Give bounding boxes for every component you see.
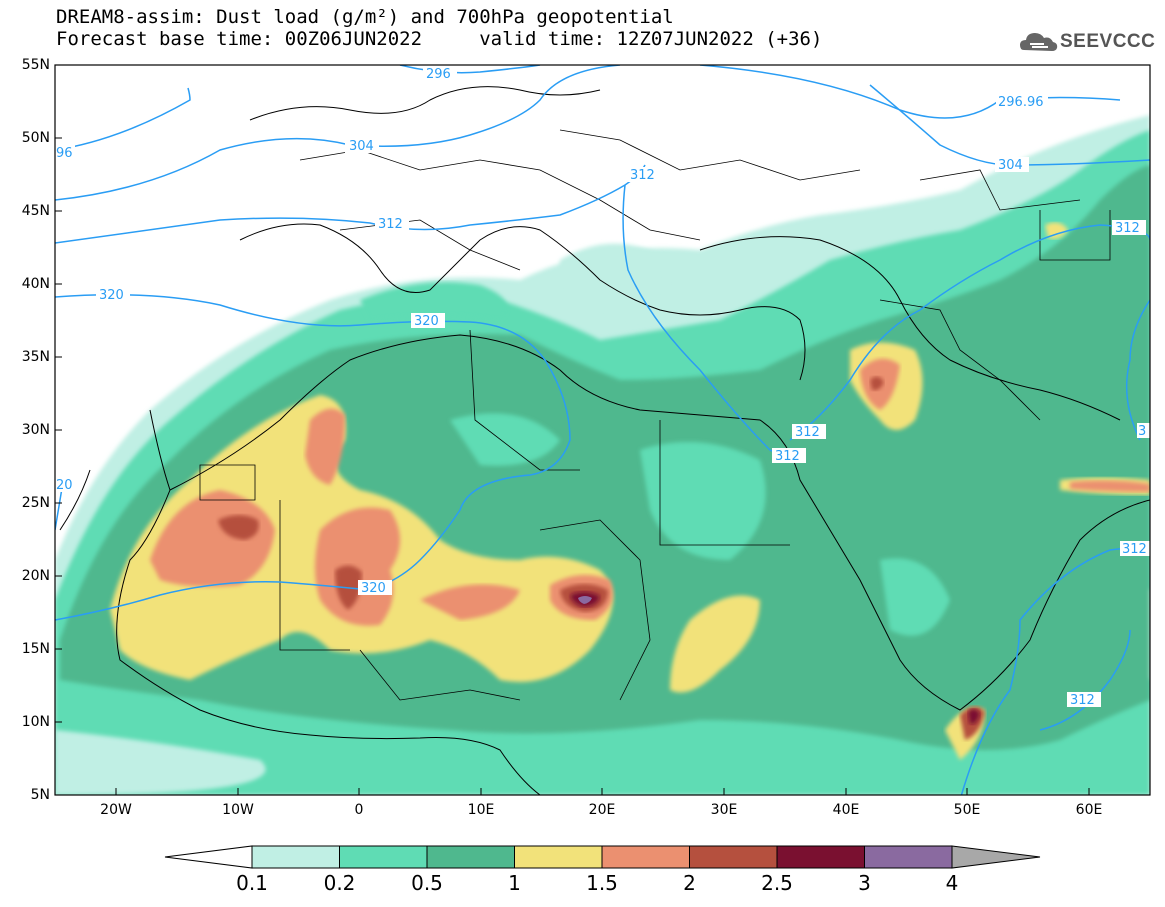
svg-text:312: 312 xyxy=(378,217,403,232)
contour-312 xyxy=(55,164,1150,795)
svg-text:312: 312 xyxy=(1115,221,1140,236)
colorbar-label: 0.2 xyxy=(323,871,356,895)
colorbar xyxy=(164,845,1041,869)
contour-labels: 296 296.96 96 304 304 312 312 312 312 31… xyxy=(55,66,1150,708)
dust-contour-2 xyxy=(218,515,259,540)
lat-label-45n: 45N xyxy=(21,203,50,219)
lon-label-20e: 20E xyxy=(588,802,616,818)
svg-text:296: 296 xyxy=(426,67,451,82)
lon-label-30e: 30E xyxy=(710,802,738,818)
svg-text:20: 20 xyxy=(56,478,73,493)
svg-text:296.96: 296.96 xyxy=(998,95,1044,110)
country-borders xyxy=(199,129,1111,701)
lat-label-25n: 25N xyxy=(21,495,50,511)
colorbar-label: 0.5 xyxy=(411,871,443,895)
svg-text:320: 320 xyxy=(361,581,386,596)
lon-label-20w: 20W xyxy=(100,802,132,818)
coastlines xyxy=(59,86,1150,795)
dust-map: 296 296.96 96 304 304 312 312 312 312 31… xyxy=(54,64,1151,796)
geopotential-contours xyxy=(55,65,1150,795)
lat-label-50n: 50N xyxy=(21,130,50,146)
colorbar-label: 0.1 xyxy=(236,871,268,895)
dust-contour-4 xyxy=(578,596,592,604)
lat-label-20n: 20N xyxy=(21,568,50,584)
colorbar-label: 1 xyxy=(508,871,521,895)
lat-label-40n: 40N xyxy=(21,276,50,292)
svg-text:96: 96 xyxy=(56,146,73,161)
colorbar-cell xyxy=(689,845,778,869)
lon-label-40e: 40E xyxy=(832,802,860,818)
lon-label-50e: 50E xyxy=(953,802,981,818)
chart-title-line1: DREAM8-assim: Dust load (g/m²) and 700hP… xyxy=(56,6,674,28)
colorbar-cell xyxy=(251,845,340,869)
lat-label-30n: 30N xyxy=(21,422,50,438)
chart-title-line2: Forecast base time: 00Z06JUN2022 valid t… xyxy=(56,28,823,50)
svg-text:312: 312 xyxy=(795,425,820,440)
colorbar-cell xyxy=(864,845,953,869)
svg-text:320: 320 xyxy=(99,288,124,303)
dust-contour-1.5 xyxy=(150,490,275,587)
colorbar-cell xyxy=(514,845,603,869)
colorbar-cell xyxy=(601,845,690,869)
dust-field xyxy=(55,65,1150,795)
colorbar-label: 2.5 xyxy=(761,871,793,895)
colorbar-cell xyxy=(776,845,865,869)
svg-text:304: 304 xyxy=(998,158,1023,173)
colorbar-over-triangle xyxy=(951,845,1041,869)
contour-296 xyxy=(399,65,1121,119)
cloud-icon xyxy=(1020,33,1058,51)
lon-label-60e: 60E xyxy=(1075,802,1103,818)
lat-label-15n: 15N xyxy=(21,641,50,657)
svg-text:312: 312 xyxy=(775,449,800,464)
svg-text:312: 312 xyxy=(1070,693,1095,708)
lon-label-10w: 10W xyxy=(222,802,254,818)
colorbar-under-triangle xyxy=(164,845,253,869)
svg-text:304: 304 xyxy=(349,139,374,154)
lat-label-10n: 10N xyxy=(21,714,50,730)
svg-text:3: 3 xyxy=(1138,424,1146,439)
lon-label-10e: 10E xyxy=(467,802,495,818)
svg-text:312: 312 xyxy=(630,168,655,183)
colorbar-label: 1.5 xyxy=(586,871,618,895)
svg-text:320: 320 xyxy=(414,314,439,329)
colorbar-label: 3 xyxy=(858,871,871,895)
lat-label-35n: 35N xyxy=(21,349,50,365)
colorbar-label: 4 xyxy=(945,871,959,895)
lat-label-5n: 5N xyxy=(30,787,50,803)
colorbar-label: 2 xyxy=(683,871,696,895)
lon-label-0: 0 xyxy=(354,802,364,818)
lat-label-55n: 55N xyxy=(21,57,50,73)
colorbar-cell xyxy=(339,845,428,869)
axis-ticks xyxy=(55,64,1090,795)
logo-text: SEEVCCC xyxy=(1060,31,1156,52)
colorbar-cell xyxy=(426,845,515,869)
svg-text:312: 312 xyxy=(1122,542,1147,557)
